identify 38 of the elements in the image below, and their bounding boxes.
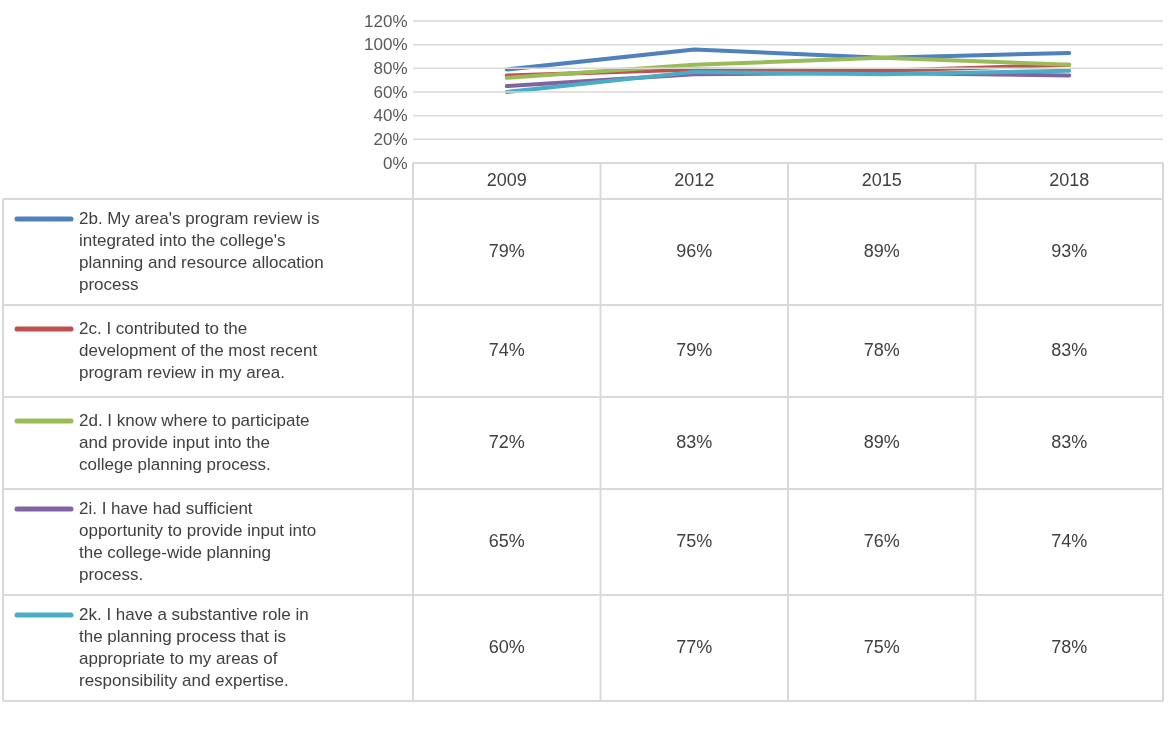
x-tick-label: 2015 [861,170,902,190]
data-label: 65% [488,531,525,551]
data-label: 74% [488,340,525,360]
data-label: 78% [863,340,900,360]
data-label: 96% [676,241,713,261]
y-tick-label: 80% [373,58,408,78]
legend-label: 2d. I know where to participate and provide input into the college planning process. [79,411,310,474]
legend-label: 2c. I contributed to the development of the most recent program review in my area. [79,319,318,382]
data-label: 60% [488,637,525,657]
data-label: 74% [1051,531,1088,551]
data-label: 77% [676,637,713,657]
y-tick-label: 20% [373,129,408,149]
line-series [504,68,1072,94]
y-tick-label: 40% [373,106,408,126]
data-label: 72% [488,432,525,452]
data-label: 76% [863,531,900,551]
data-label: 93% [1051,241,1088,261]
data-label: 83% [1051,340,1088,360]
y-tick-label: 60% [373,82,408,102]
y-tick-label: 0% [382,153,408,173]
legend-label: 2k. I have a substantive role in the planning process that is appropriate to my areas of responsibility and expertise. [79,605,309,690]
line-series [504,47,1072,72]
y-tick-label: 100% [364,35,408,55]
x-tick-label: 2018 [1049,170,1090,190]
x-tick-label: 2012 [674,170,715,190]
data-label: 78% [1051,637,1088,657]
data-label: 83% [1051,432,1088,452]
data-label: 79% [676,340,713,360]
y-tick-label: 120% [364,11,408,31]
x-tick-label: 2009 [486,170,527,190]
data-label: 89% [863,241,900,261]
legend-label: 2i. I have had sufficient opportunity to provide input into the college-wide planning process. [79,499,317,584]
data-label: 79% [488,241,525,261]
data-label: 89% [863,432,900,452]
legend-label: 2b. My area's program review is integrated into the college's planning and resource allocation process [79,209,324,294]
data-label: 75% [863,637,900,657]
data-label: 83% [676,432,713,452]
data-label: 75% [676,531,713,551]
